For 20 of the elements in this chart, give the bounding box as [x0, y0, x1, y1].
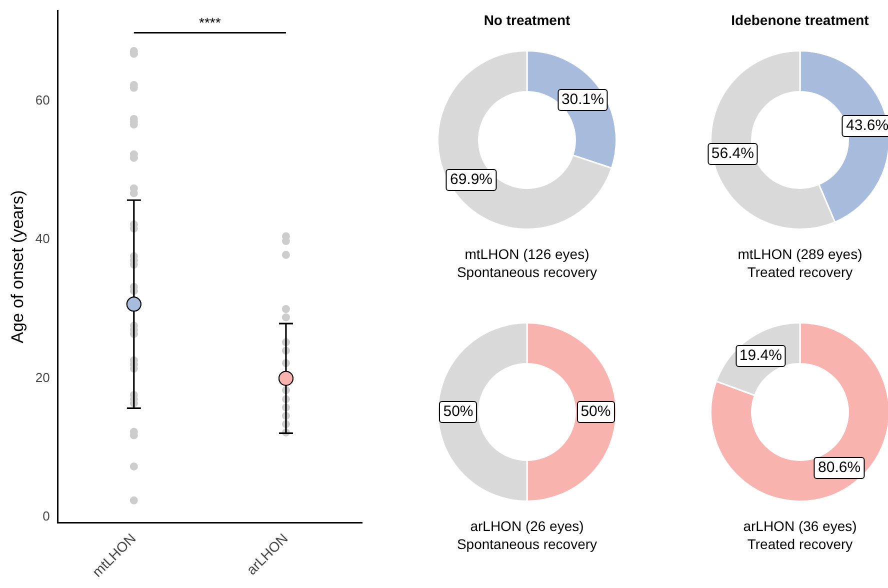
- y-tick-label: 40: [35, 231, 50, 246]
- y-tick-label: 60: [35, 92, 50, 108]
- data-label: 30.1%: [557, 88, 608, 111]
- y-tick-label: 0: [42, 508, 50, 524]
- y-axis-title: Age of onset (years): [8, 190, 27, 344]
- data-label: 43.6%: [842, 115, 888, 138]
- data-label: 69.9%: [446, 169, 497, 192]
- text: arLHON (26 eyes) Spontaneous recovery: [456, 517, 598, 553]
- annotation: ****: [199, 14, 222, 31]
- y-tick-label: 20: [35, 370, 50, 385]
- data-label: 80.6%: [814, 457, 865, 480]
- text: arLHON (36 eyes) Treated recovery: [742, 517, 858, 553]
- data-label: 19.4%: [735, 344, 786, 367]
- data-label: 56.4%: [707, 142, 758, 165]
- data-label: 50%: [576, 401, 615, 423]
- chart-title: No treatment: [482, 12, 572, 28]
- data-label: 50%: [439, 401, 478, 423]
- text: mtLHON (289 eyes) Treated recovery: [736, 245, 864, 281]
- chart-title: Idebenone treatment: [730, 12, 870, 28]
- text: mtLHON (126 eyes) Spontaneous recovery: [456, 245, 598, 281]
